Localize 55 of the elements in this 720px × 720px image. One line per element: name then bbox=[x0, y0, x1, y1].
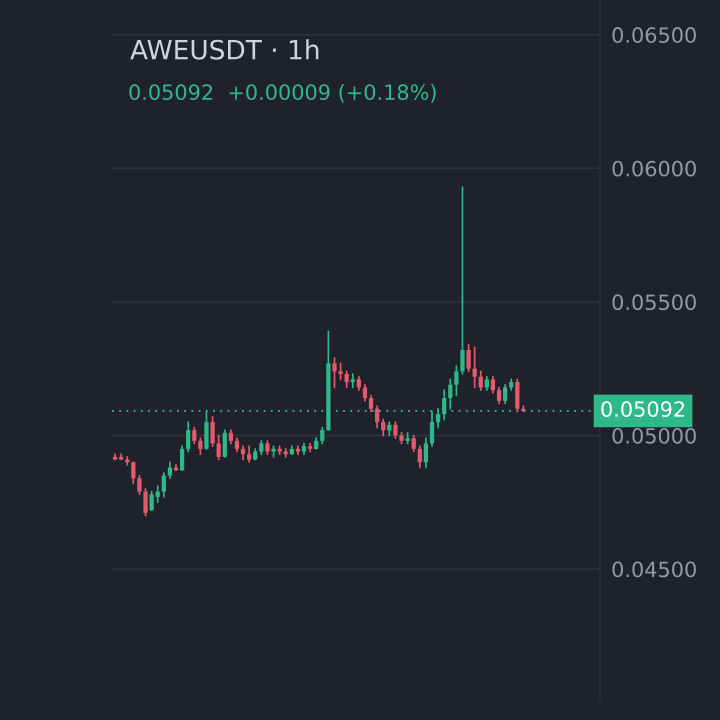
candlestick bbox=[210, 416, 215, 448]
candlestick bbox=[484, 376, 489, 391]
candlestick bbox=[381, 418, 386, 436]
candlestick bbox=[368, 394, 374, 412]
candlestick bbox=[454, 365, 459, 396]
candlestick bbox=[350, 373, 355, 388]
candlestick bbox=[332, 357, 337, 388]
candlestick bbox=[131, 461, 136, 484]
ref-line-label: 0.05092 bbox=[601, 401, 684, 417]
candlestick bbox=[478, 370, 483, 391]
text: AWEUSDT · 1h bbox=[130, 39, 318, 60]
candlestick bbox=[344, 370, 349, 388]
candlestick bbox=[162, 472, 166, 498]
text: 0.05092 +0.00009 (+0.18%) bbox=[129, 84, 436, 102]
candlestick bbox=[198, 437, 203, 456]
candlestick bbox=[405, 432, 410, 444]
candlestick bbox=[247, 445, 252, 464]
candlestick bbox=[399, 432, 404, 444]
candlestick bbox=[216, 434, 221, 460]
candlestick bbox=[137, 474, 142, 496]
candlestick bbox=[192, 426, 196, 444]
candlestick bbox=[412, 434, 416, 452]
candlestick bbox=[509, 378, 514, 391]
y-tick-label: 0.04500 bbox=[612, 562, 696, 578]
candlestick bbox=[503, 384, 508, 404]
candlestick bbox=[375, 405, 380, 428]
candlestick bbox=[302, 442, 306, 456]
y-tick-label: 0.05000 bbox=[612, 428, 696, 444]
candlestick bbox=[265, 440, 270, 456]
candlestick bbox=[320, 426, 324, 444]
candlestick bbox=[186, 421, 190, 452]
candlestick bbox=[466, 344, 471, 372]
candlestick bbox=[259, 440, 264, 456]
y-tick-label: 0.05500 bbox=[612, 294, 696, 310]
candlestick bbox=[460, 186, 465, 375]
y-tick-label: 0.06500 bbox=[612, 27, 696, 43]
candlestick bbox=[424, 437, 428, 468]
candlestick bbox=[234, 437, 240, 452]
candlestick bbox=[314, 437, 318, 450]
candlestick bbox=[253, 448, 258, 460]
candlestick bbox=[490, 376, 496, 394]
y-tick-label: 0.06000 bbox=[612, 160, 696, 177]
candlestick bbox=[356, 376, 361, 391]
candlestick bbox=[418, 445, 422, 468]
candlestick bbox=[362, 384, 368, 402]
candlestick bbox=[180, 445, 184, 472]
candlestick bbox=[448, 378, 452, 410]
candlestick bbox=[472, 346, 477, 388]
candlestick bbox=[496, 386, 502, 404]
candlestick bbox=[387, 421, 392, 436]
candlestick bbox=[168, 461, 172, 480]
candlestick bbox=[442, 389, 446, 420]
candlestick bbox=[143, 488, 148, 516]
candlestick bbox=[228, 429, 233, 444]
candlestick bbox=[393, 421, 398, 440]
